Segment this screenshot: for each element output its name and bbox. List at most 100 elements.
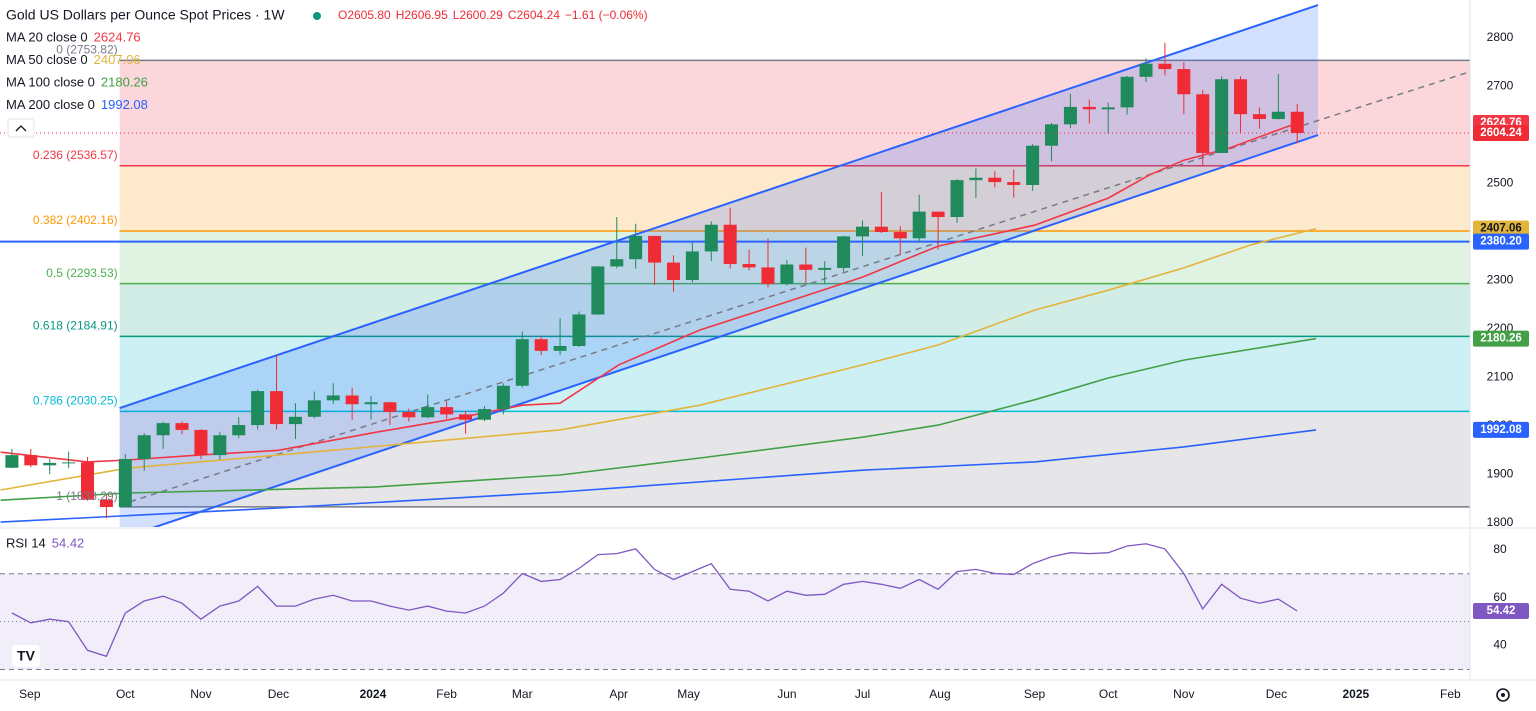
candle-body bbox=[818, 267, 832, 270]
fib-band bbox=[119, 165, 1470, 231]
candle-body bbox=[969, 177, 983, 181]
candle-body bbox=[118, 459, 132, 508]
price-tag-label: 2604.24 bbox=[1480, 127, 1522, 139]
price-tag bbox=[1473, 233, 1529, 250]
candle-body bbox=[213, 435, 227, 456]
candle-body bbox=[99, 499, 113, 508]
x-tick-label: Nov bbox=[1173, 687, 1194, 701]
legend-value: 2624.76 bbox=[94, 29, 141, 44]
candle-body bbox=[326, 395, 340, 401]
price-tag bbox=[1473, 603, 1529, 620]
candle-body bbox=[1007, 182, 1021, 185]
x-tick-label: Dec bbox=[268, 687, 289, 701]
candle-body bbox=[156, 423, 170, 436]
price-tag bbox=[1473, 124, 1529, 141]
candle-body bbox=[43, 462, 57, 466]
fib-label: 0 (2753.82) bbox=[56, 43, 117, 57]
x-tick-label: Dec bbox=[1266, 687, 1287, 701]
candle-body bbox=[24, 455, 38, 466]
candle-body bbox=[1290, 111, 1304, 133]
rsi-tick-label: 60 bbox=[1493, 590, 1507, 604]
y-tick-label: 2800 bbox=[1487, 30, 1514, 44]
x-tick-label: Nov bbox=[190, 687, 211, 701]
collapse-button[interactable] bbox=[7, 118, 35, 138]
candle-body bbox=[1177, 69, 1191, 95]
candle-body bbox=[421, 407, 435, 418]
y-tick-label: 2500 bbox=[1487, 176, 1514, 190]
svg-text:TV: TV bbox=[17, 648, 36, 664]
candle-body bbox=[175, 423, 189, 430]
price-tag-label: 2180.26 bbox=[1480, 333, 1522, 345]
tv-logo: TV bbox=[12, 645, 40, 667]
candle-body bbox=[1026, 145, 1040, 185]
candle-body bbox=[1158, 63, 1172, 70]
candle-body bbox=[1120, 76, 1134, 108]
x-tick-label: Oct bbox=[116, 687, 135, 701]
candle-body bbox=[1045, 124, 1059, 146]
fib-band bbox=[119, 283, 1470, 337]
channel-line bbox=[152, 134, 1319, 527]
candle-body bbox=[1139, 63, 1153, 77]
candle-body bbox=[610, 259, 624, 267]
channel-line bbox=[119, 4, 1319, 410]
candle-body bbox=[704, 224, 718, 252]
candle-body bbox=[515, 339, 529, 386]
y-tick-label: 2100 bbox=[1487, 370, 1514, 384]
x-tick-label: Sep bbox=[19, 687, 41, 701]
candle-body bbox=[345, 395, 359, 405]
ohlc-value: H2606.95 bbox=[396, 8, 448, 22]
x-tick-label: Sep bbox=[1024, 687, 1046, 701]
fib-label: 0.5 (2293.53) bbox=[46, 266, 117, 280]
candle-body bbox=[251, 391, 265, 426]
candle-body bbox=[685, 251, 699, 281]
rsi-tick-label: 80 bbox=[1493, 542, 1507, 556]
candle-body bbox=[307, 400, 321, 417]
moving-average-line bbox=[0, 429, 1317, 523]
legend-name: MA 50 close 0 bbox=[6, 52, 88, 67]
candle-body bbox=[855, 226, 869, 237]
legend-value: 2407.06 bbox=[94, 52, 141, 67]
fib-label: 0.618 (2184.91) bbox=[33, 319, 118, 333]
candle-body bbox=[81, 462, 95, 500]
channel-fill bbox=[119, 5, 1319, 527]
candle-body bbox=[874, 226, 888, 233]
price-tag bbox=[1473, 220, 1529, 237]
price-tag bbox=[1473, 330, 1529, 347]
legend-value: 2180.26 bbox=[101, 74, 148, 89]
chart-title: Gold US Dollars per Ounce Spot Prices · … bbox=[6, 7, 285, 23]
x-tick-label: 2024 bbox=[360, 687, 387, 701]
candle-body bbox=[893, 232, 907, 239]
rsi-line bbox=[11, 543, 1298, 658]
candle-body bbox=[1252, 114, 1266, 120]
candle-body bbox=[912, 211, 926, 239]
candle-body bbox=[440, 407, 454, 415]
candle-body bbox=[799, 264, 813, 270]
candle-body bbox=[780, 264, 794, 284]
y-tick-label: 1800 bbox=[1487, 515, 1514, 529]
x-tick-label: Aug bbox=[929, 687, 950, 701]
x-tick-label: Feb bbox=[436, 687, 457, 701]
fib-label: 0.382 (2402.16) bbox=[33, 213, 118, 227]
candle-body bbox=[288, 416, 302, 425]
candle-body bbox=[666, 262, 680, 281]
rsi-tick-label: 40 bbox=[1493, 638, 1507, 652]
x-tick-label: Mar bbox=[512, 687, 533, 701]
ohlc-value: O2605.80 bbox=[338, 8, 391, 22]
candle-body bbox=[270, 391, 284, 425]
candle-body bbox=[137, 435, 151, 460]
candle-body bbox=[496, 385, 510, 410]
legend: Gold US Dollars per Ounce Spot Prices · … bbox=[6, 7, 1510, 702]
candle-body bbox=[402, 411, 416, 418]
candle-body bbox=[383, 402, 397, 412]
candle-body bbox=[553, 345, 567, 351]
moving-average-line bbox=[0, 337, 1317, 501]
candle-body bbox=[837, 236, 851, 268]
legend-name: MA 200 close 0 bbox=[6, 97, 95, 112]
settings-icon[interactable] bbox=[1496, 688, 1510, 702]
legend-value: 1992.08 bbox=[101, 97, 148, 112]
rsi-legend-name: RSI 14 bbox=[6, 535, 46, 550]
x-tick-label: Jun bbox=[777, 687, 796, 701]
y-tick-label: 2300 bbox=[1487, 273, 1514, 287]
candle-body bbox=[62, 462, 76, 464]
fib-band bbox=[119, 336, 1470, 412]
